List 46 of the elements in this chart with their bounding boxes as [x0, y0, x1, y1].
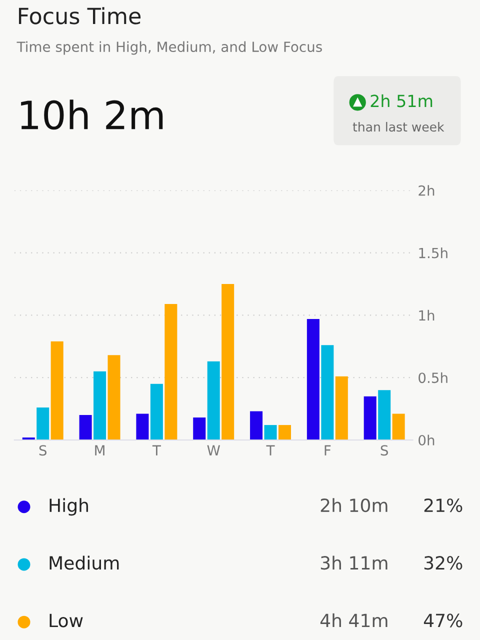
chart-subtitle: Time spent in High, Medium, and Low Focus	[16, 41, 322, 55]
bar	[36, 408, 50, 440]
bar	[392, 414, 405, 440]
text: 2h 10m	[320, 498, 388, 512]
bar	[250, 411, 263, 440]
text: 32%	[424, 556, 462, 570]
chart-title: Focus Time	[18, 7, 141, 24]
x-tick-label: W	[207, 445, 220, 456]
bar	[108, 355, 120, 440]
x-tick-label: T	[266, 445, 275, 456]
bar	[278, 425, 292, 440]
legend-label: Low	[50, 614, 83, 628]
x-tick-label: S	[39, 445, 46, 456]
bar	[378, 390, 391, 440]
text: 3h 11m	[320, 556, 388, 570]
bar	[321, 345, 334, 440]
text: than last week	[352, 122, 444, 132]
x-tick-label: F	[324, 445, 331, 456]
x-tick-label: T	[152, 445, 161, 456]
bar	[164, 304, 178, 440]
text: 47%	[424, 614, 462, 628]
text: 21%	[424, 498, 462, 512]
bar	[136, 414, 149, 440]
text: 2h 51m	[370, 94, 432, 108]
bar	[335, 376, 348, 440]
bar	[150, 384, 163, 440]
y-tick-label: 1.5h	[419, 248, 448, 258]
x-tick-label: M	[95, 445, 104, 456]
bar	[306, 318, 320, 440]
text: 4h 41m	[320, 613, 388, 628]
bar	[207, 361, 220, 440]
bar	[94, 371, 106, 440]
bar	[364, 396, 376, 440]
bar	[222, 284, 234, 440]
text: 10h 2m	[21, 100, 163, 130]
legend-label: Medium	[50, 556, 119, 570]
legend-label: High	[50, 498, 88, 516]
y-tick-label: 0.5h	[418, 372, 448, 384]
bar	[79, 415, 92, 440]
y-tick-label: 1h	[419, 310, 434, 320]
bar	[50, 341, 64, 440]
y-tick-label: 2h	[418, 185, 434, 196]
y-tick-label: 0h	[418, 434, 434, 446]
x-tick-label: S	[380, 445, 388, 456]
bar	[193, 418, 206, 440]
bar	[264, 425, 277, 440]
